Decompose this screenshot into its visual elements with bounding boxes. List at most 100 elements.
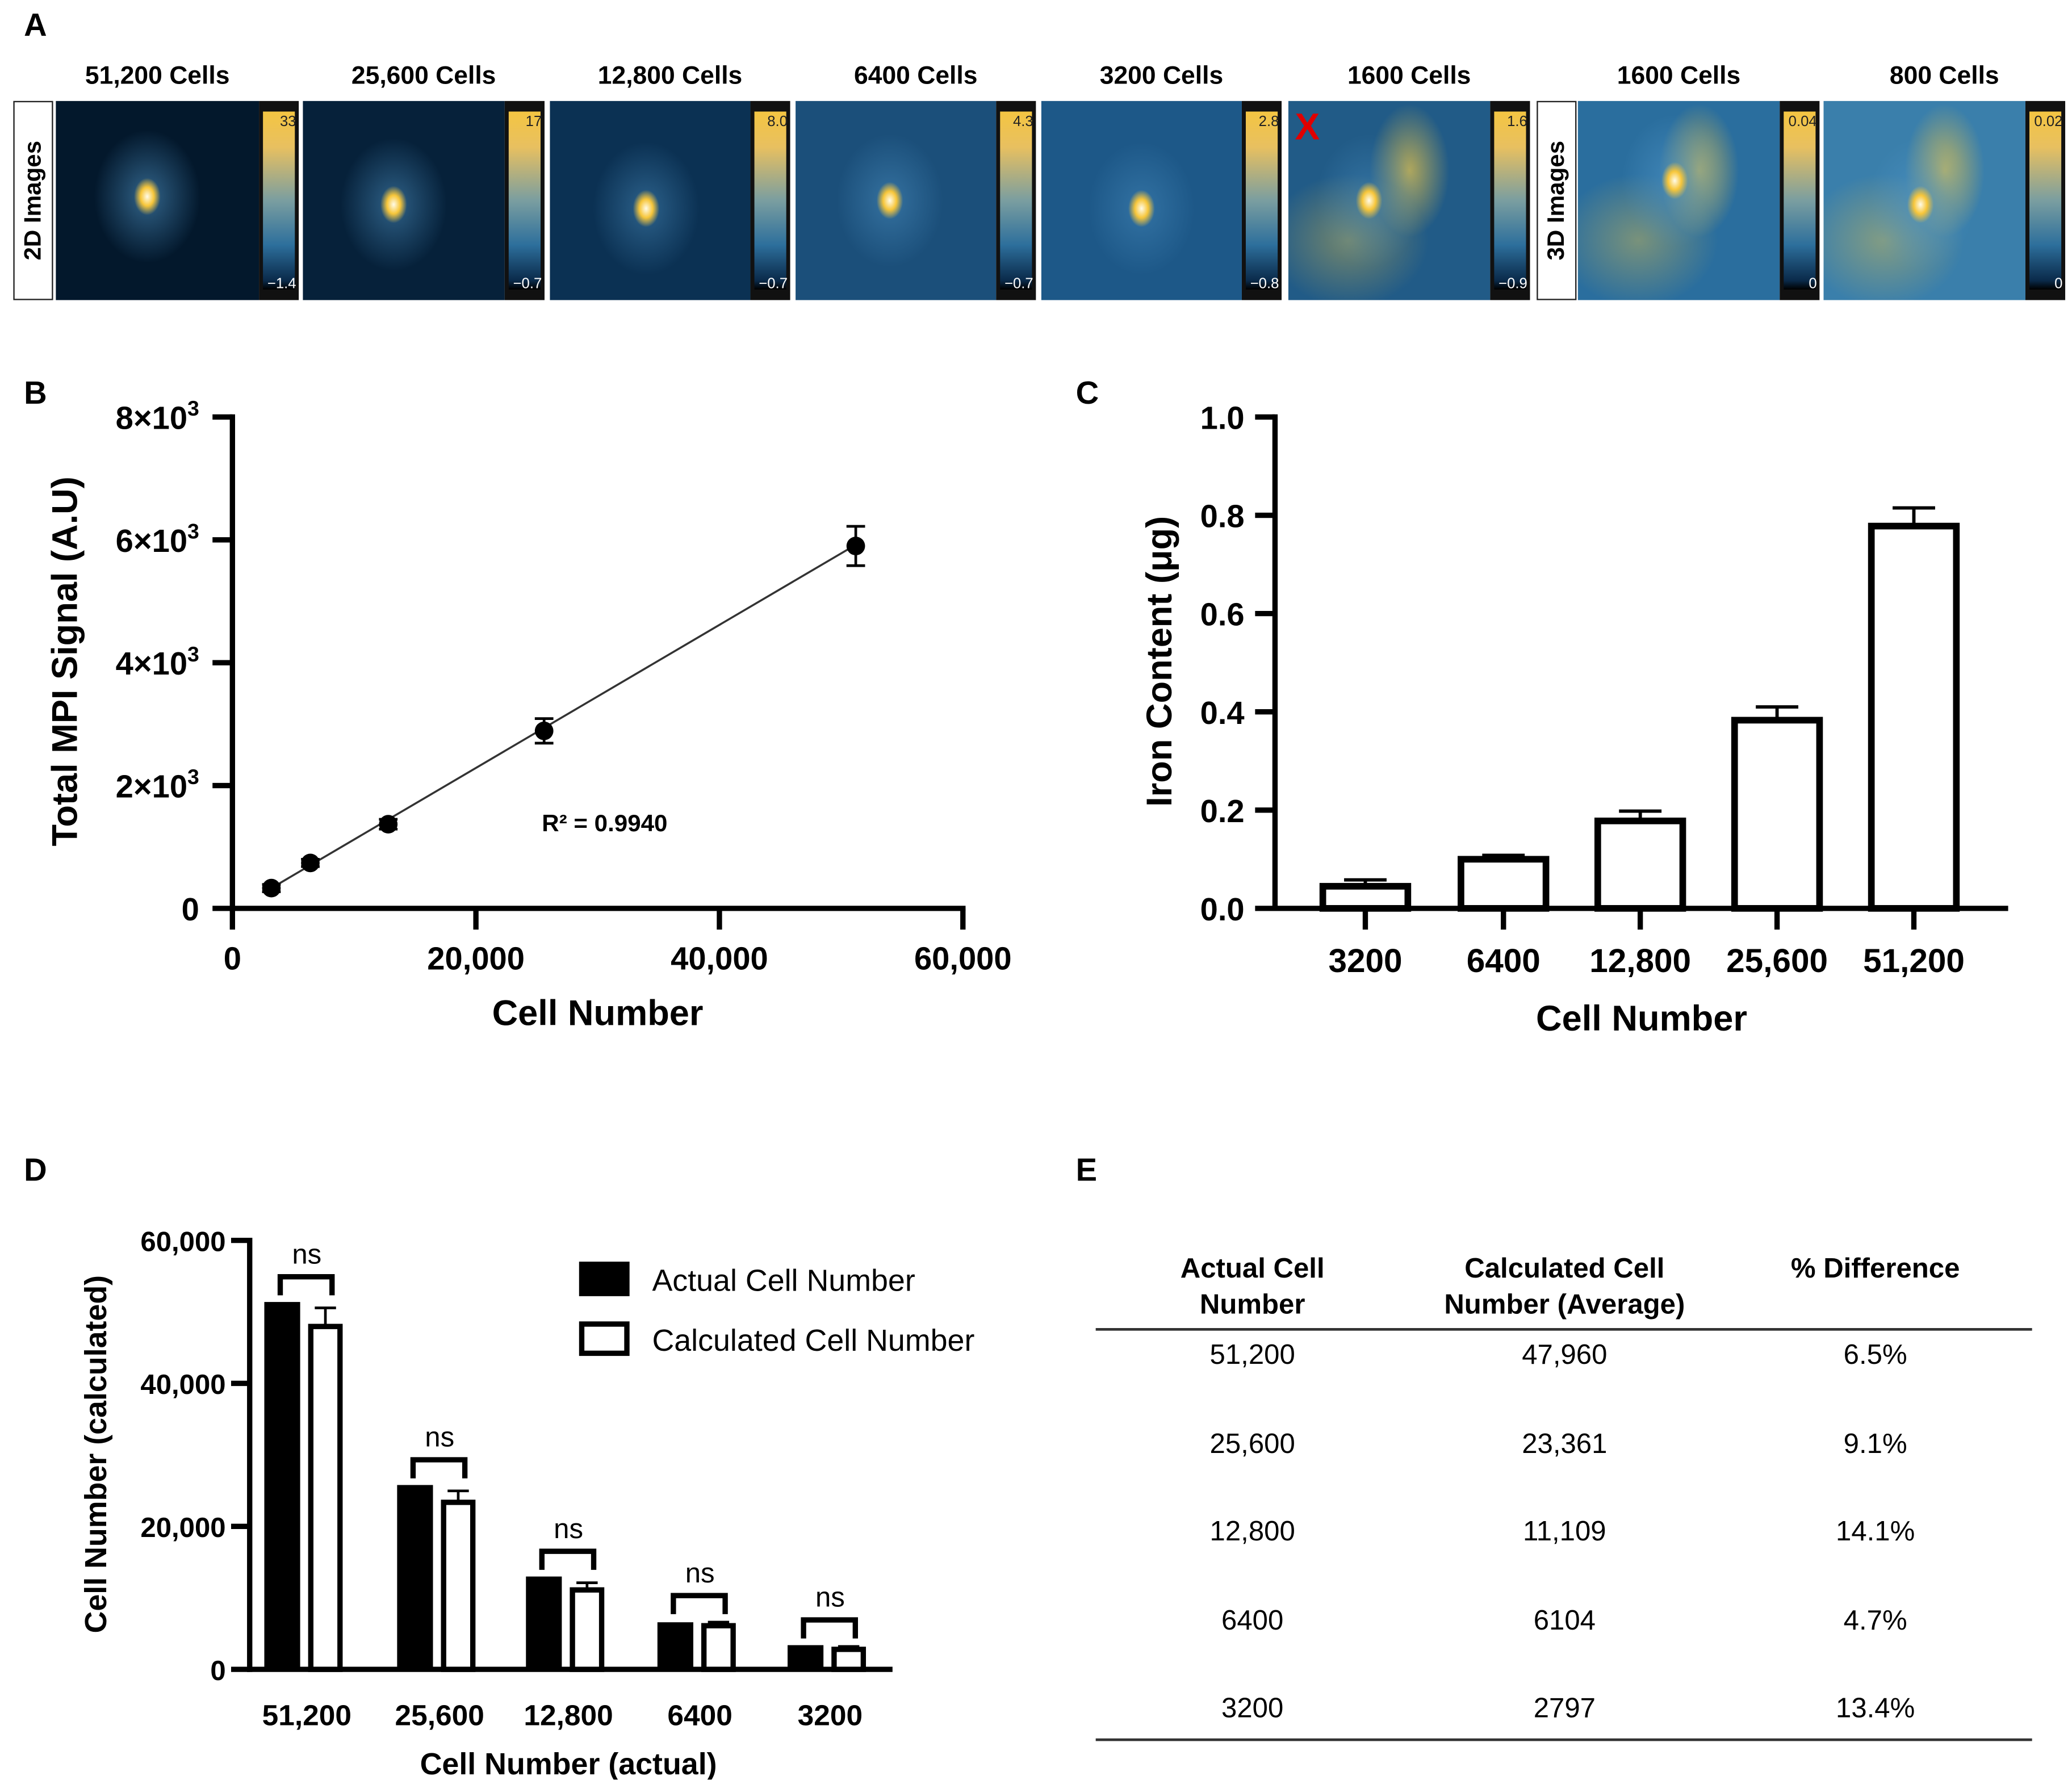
panel-label-e: E xyxy=(1075,1153,1098,1189)
y-axis-title: Total MPI Signal (A.U) xyxy=(45,476,85,846)
colorbar-max: 17 xyxy=(525,114,542,131)
mpi-image xyxy=(796,100,997,300)
data-point xyxy=(846,537,865,555)
bar-actual xyxy=(526,1576,562,1671)
bar xyxy=(1458,856,1550,912)
mpi-image-tile: 17 −0.7 xyxy=(303,100,545,300)
x-tick-label: 20,000 xyxy=(427,940,525,976)
y-tick-label: 1.0 xyxy=(1200,400,1245,435)
mpi-image-tile: 0.02 0 xyxy=(1823,100,2066,300)
bar xyxy=(1731,717,1823,912)
significance-bracket xyxy=(801,1617,858,1639)
significance-bracket xyxy=(539,1548,597,1570)
colorbar-max: 8.0 xyxy=(767,114,788,131)
tile-title: 1600 Cells xyxy=(1617,62,1741,91)
colorbar-max: 2.8 xyxy=(1258,114,1279,131)
x-tick-label: 60,000 xyxy=(914,940,1012,976)
y-axis-title: Cell Number (calculated) xyxy=(79,1275,113,1634)
x-tick-label: 6400 xyxy=(1467,943,1541,979)
data-point xyxy=(301,853,320,873)
table-cell: 9.1% xyxy=(1843,1428,1907,1459)
y-tick-label: 4×103 xyxy=(116,642,199,681)
x-tick-label: 51,200 xyxy=(262,1698,351,1731)
bar-actual xyxy=(264,1302,300,1671)
colorbar: 2.8 −0.8 xyxy=(1241,100,1282,300)
significance-label: ns xyxy=(685,1558,715,1589)
panel-label-d: D xyxy=(24,1153,47,1189)
mpi-image xyxy=(1577,100,1780,300)
colorbar: 8.0 −0.7 xyxy=(750,100,790,300)
y-tick-label: 8×103 xyxy=(116,396,199,435)
y-tick-label: 0.2 xyxy=(1200,793,1245,829)
table-header: Number (Average) xyxy=(1444,1289,1685,1320)
legend-label: Actual Cell Number xyxy=(652,1264,915,1298)
table-header: Number xyxy=(1199,1289,1305,1320)
significance-bracket xyxy=(671,1593,728,1614)
colorbar-min: −0.8 xyxy=(1250,276,1279,292)
y-tick-label: 0 xyxy=(182,891,199,927)
mpi-image-tile: 8.0 −0.7 xyxy=(550,100,790,300)
bar-actual xyxy=(657,1622,693,1671)
tile-title: 51,200 Cells xyxy=(85,62,230,91)
table-cell: 14.1% xyxy=(1836,1517,1915,1547)
table-cell: 51,200 xyxy=(1209,1340,1295,1371)
colorbar: 33 −1.4 xyxy=(259,100,299,300)
colorbar-max: 4.3 xyxy=(1012,114,1033,131)
row-label-3d: 3D Images xyxy=(1537,100,1577,300)
tile-title: 800 Cells xyxy=(1889,62,1999,91)
table-cell: 25,600 xyxy=(1209,1428,1295,1459)
tile-title: 6400 Cells xyxy=(854,62,978,91)
y-tick-label: 6×103 xyxy=(116,519,199,558)
tile-title: 3200 Cells xyxy=(1099,62,1224,91)
tile-title: 25,600 Cells xyxy=(351,62,496,91)
table-rule xyxy=(1095,1738,2032,1741)
bar-actual xyxy=(788,1645,824,1671)
colorbar-min: −0.9 xyxy=(1498,276,1527,292)
significance-label: ns xyxy=(292,1239,321,1270)
colorbar: 0.02 0 xyxy=(2025,100,2066,300)
table-cell: 47,960 xyxy=(1522,1340,1608,1371)
bar-calculated xyxy=(701,1623,736,1672)
tile-title: 1600 Cells xyxy=(1347,62,1471,91)
significance-label: ns xyxy=(425,1422,454,1453)
r-squared-annotation: R² = 0.9940 xyxy=(542,810,667,836)
y-tick-label: 0.8 xyxy=(1200,499,1245,534)
data-point xyxy=(262,878,281,898)
colorbar-min: −0.7 xyxy=(513,276,542,292)
x-tick-label: 0 xyxy=(224,940,241,976)
mpi-image xyxy=(1041,100,1242,300)
x-axis-title: Cell Number (actual) xyxy=(420,1747,717,1779)
table-header: Actual Cell xyxy=(1180,1254,1325,1284)
bar-calculated xyxy=(570,1587,605,1672)
bar xyxy=(1319,883,1412,912)
mpi-image-tile: 4.3 −0.7 xyxy=(796,100,1036,300)
x-tick-label: 3200 xyxy=(798,1698,863,1731)
table-cell: 6104 xyxy=(1533,1605,1596,1636)
row-label-2d: 2D Images xyxy=(13,100,53,300)
panel-label-a: A xyxy=(24,8,47,44)
colorbar-min: 0 xyxy=(1809,276,1817,292)
table-cell: 3200 xyxy=(1221,1693,1284,1724)
y-tick-label: 2×103 xyxy=(116,765,199,804)
bar-calculated xyxy=(831,1647,867,1672)
y-tick-label: 0 xyxy=(210,1656,225,1686)
bar xyxy=(1868,522,1960,912)
legend-swatch xyxy=(579,1262,630,1296)
x-tick-label: 6400 xyxy=(667,1698,732,1731)
y-tick-label: 0.6 xyxy=(1200,597,1245,633)
mpi-image xyxy=(1823,100,2025,300)
x-tick-label: 3200 xyxy=(1328,943,1402,979)
excluded-marker: X xyxy=(1295,106,1320,148)
data-point xyxy=(534,721,554,740)
x-tick-label: 51,200 xyxy=(1863,943,1965,979)
mpi-image xyxy=(1288,100,1491,300)
colorbar: 4.3 −0.7 xyxy=(996,100,1036,300)
y-tick-label: 0.0 xyxy=(1200,891,1245,927)
mpi-image xyxy=(550,100,751,300)
table-header: Calculated Cell xyxy=(1464,1254,1665,1284)
significance-bracket xyxy=(410,1457,468,1479)
y-tick-label: 40,000 xyxy=(140,1369,225,1400)
significance-bracket xyxy=(277,1274,335,1296)
